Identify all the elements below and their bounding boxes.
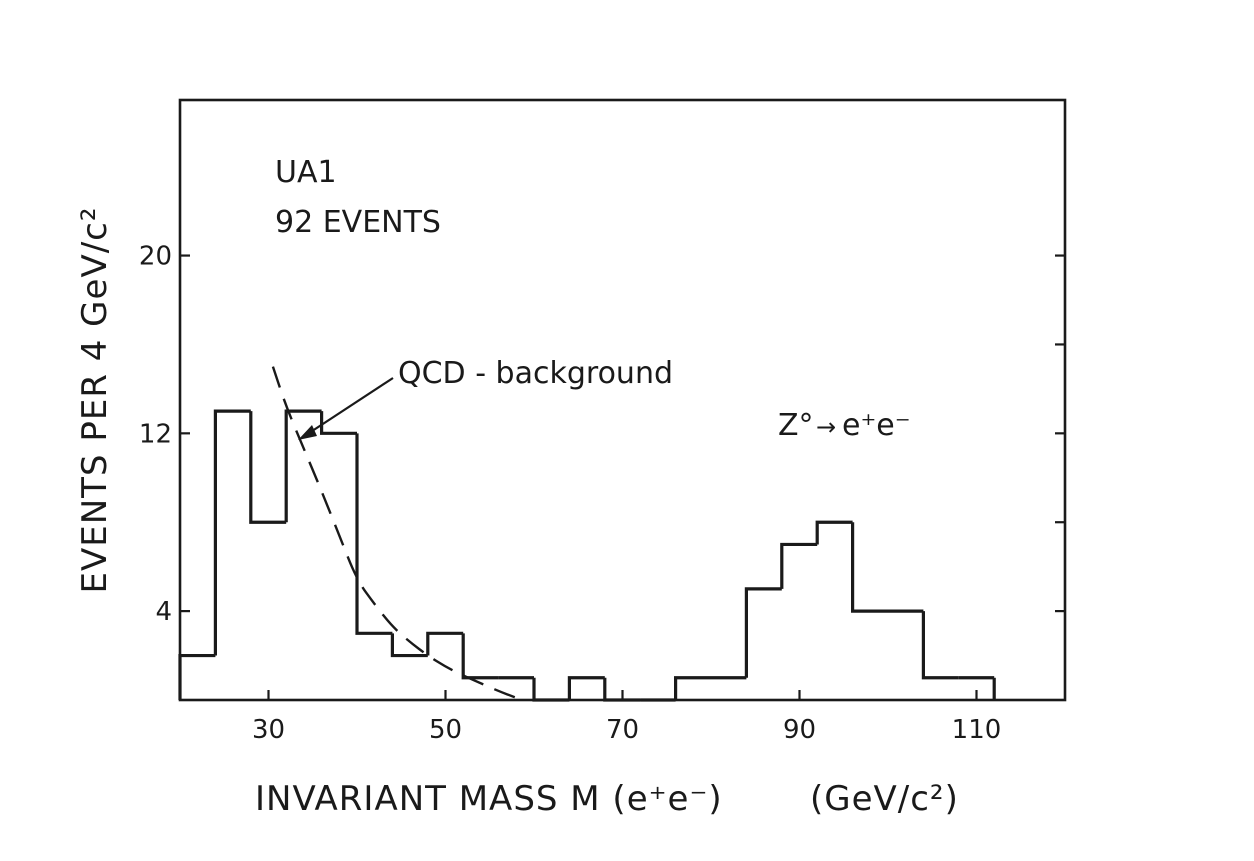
histogram-bin <box>178 653 216 700</box>
plot-frame <box>178 98 1067 702</box>
y-axis-ticks: 4 12 20 <box>139 242 1065 627</box>
qcd-background-series <box>271 366 517 699</box>
annotation-z-decay: Z° → e⁺e⁻ <box>778 408 911 443</box>
histogram-bin <box>744 587 782 678</box>
histogram-bin <box>213 409 251 656</box>
svg-text:(GeV/c²): (GeV/c²) <box>810 779 959 819</box>
x-tick-label: 70 <box>606 715 639 745</box>
x-tick-label: 50 <box>429 715 462 745</box>
annotation-event-count: 92 EVENTS <box>275 205 441 240</box>
svg-text:INVARIANT MASS M (e⁺e⁻): INVARIANT MASS M (e⁺e⁻) <box>255 779 723 819</box>
histogram-bin <box>320 411 357 435</box>
histogram-series <box>178 409 996 702</box>
histogram-bin <box>426 631 464 656</box>
svg-text:e⁺e⁻: e⁺e⁻ <box>842 408 911 443</box>
histogram-bin <box>780 542 818 589</box>
x-axis-ticks: 30 50 70 90 110 <box>252 690 1001 745</box>
y-axis-label: EVENTS PER 4 GeV/c² <box>75 207 115 594</box>
histogram-bin <box>815 520 853 545</box>
svg-text:→: → <box>816 413 836 441</box>
histogram-bin <box>851 522 888 613</box>
histogram-bin <box>355 433 393 635</box>
histogram-bin <box>461 633 499 680</box>
qcd-arrow <box>298 377 394 440</box>
histogram-bin <box>567 676 605 700</box>
histogram-bin <box>532 677 570 702</box>
x-axis-label: INVARIANT MASS M (e⁺e⁻) (GeV/c²) <box>255 779 959 819</box>
qcd-background-curve <box>271 366 517 699</box>
y-tick-label: 12 <box>139 419 172 449</box>
y-tick-label: 20 <box>139 242 172 272</box>
svg-text:Z°: Z° <box>778 408 814 443</box>
x-tick-label: 90 <box>783 715 816 745</box>
x-tick-label: 110 <box>952 715 1002 745</box>
histogram-bin <box>603 677 641 702</box>
histogram-bin <box>284 409 322 523</box>
x-tick-label: 30 <box>252 715 285 745</box>
histogram-bin <box>390 633 428 658</box>
y-tick-label: 4 <box>155 597 172 627</box>
annotation-qcd-background: QCD - background <box>398 356 673 391</box>
histogram-bin <box>249 411 287 524</box>
histogram-bin <box>921 611 959 680</box>
annotation-experiment: UA1 <box>275 155 337 190</box>
histogram-bin <box>674 676 711 700</box>
